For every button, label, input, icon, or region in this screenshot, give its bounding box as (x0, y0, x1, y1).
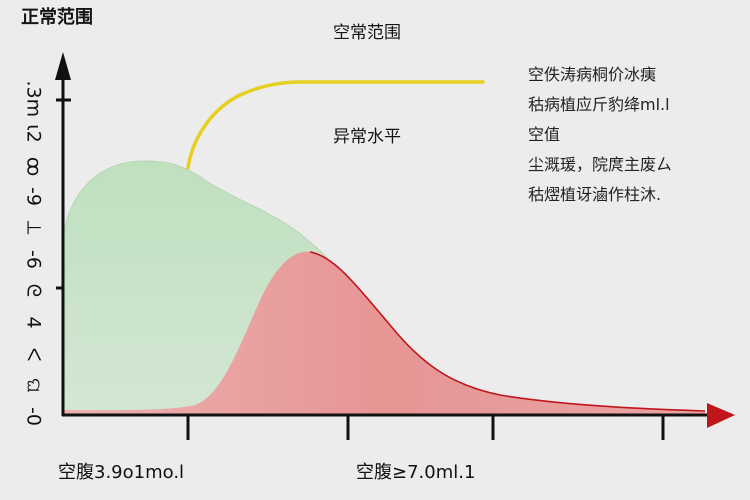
y-tick-label: .3m (22, 80, 45, 118)
x-axis-arrow-icon (707, 403, 735, 428)
y-tick-label: -0 (22, 407, 45, 426)
y-tick-label: ꝏ (22, 156, 45, 177)
x-label-abnormal: 空腹≥7.0ml.1 (356, 462, 476, 483)
y-tick-label: ꙇ2 (22, 124, 45, 143)
y-axis-arrow-icon (55, 52, 71, 80)
threshold-line (186, 80, 485, 170)
abnormal-level-label: 异常水平 (333, 127, 401, 147)
y-tick-label: -9 (22, 187, 45, 206)
y-tick-label: ⊥ (22, 219, 45, 236)
note-line: 空佚涛病桐价冰痍 (528, 65, 657, 84)
y-tick-label: ᐸ (22, 347, 45, 362)
y-tick-label: -6 (22, 250, 45, 269)
y-tick-label: 4 (22, 316, 45, 329)
note-line: 秙熤植讶滷作柱沐. (528, 185, 662, 204)
y-tick-label: ᘓ (22, 283, 45, 298)
abnormal-level-area (64, 251, 705, 414)
x-label-normal: 空腹3.9o1mo.l (58, 462, 185, 483)
annotation-note: 空佚涛病桐价冰痍 秙病植应斤豹绛ml.l 空值 尘溉瑗，院庹主废ㄙ 秙熤植讶滷作… (528, 60, 738, 210)
note-line: 尘溉瑗，院庹主废ㄙ (528, 155, 673, 174)
y-tick-label: ଘ (22, 378, 45, 393)
note-line: 秙病植应斤豹绛ml.l (528, 95, 670, 114)
abnormal-level-curve (309, 251, 706, 412)
note-line: 空值 (528, 125, 561, 144)
chart-title: 正常范围 (21, 7, 93, 28)
threshold-label: 空常范围 (333, 23, 401, 43)
